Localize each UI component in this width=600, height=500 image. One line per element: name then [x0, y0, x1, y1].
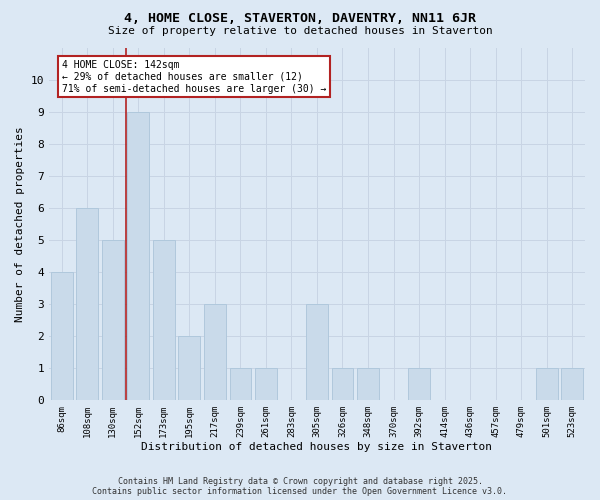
Bar: [408, 368, 430, 400]
Text: Size of property relative to detached houses in Staverton: Size of property relative to detached ho…: [107, 26, 493, 36]
X-axis label: Distribution of detached houses by size in Staverton: Distribution of detached houses by size …: [142, 442, 493, 452]
Bar: [306, 304, 328, 400]
Text: 4 HOME CLOSE: 142sqm
← 29% of detached houses are smaller (12)
71% of semi-detac: 4 HOME CLOSE: 142sqm ← 29% of detached h…: [62, 60, 326, 94]
Bar: [153, 240, 175, 400]
Bar: [102, 240, 124, 400]
Bar: [357, 368, 379, 400]
Bar: [230, 368, 251, 400]
Bar: [536, 368, 557, 400]
Text: Contains HM Land Registry data © Crown copyright and database right 2025.
Contai: Contains HM Land Registry data © Crown c…: [92, 476, 508, 496]
Bar: [562, 368, 583, 400]
Bar: [204, 304, 226, 400]
Bar: [51, 272, 73, 400]
Bar: [76, 208, 98, 400]
Y-axis label: Number of detached properties: Number of detached properties: [15, 126, 25, 322]
Bar: [255, 368, 277, 400]
Bar: [332, 368, 353, 400]
Bar: [178, 336, 200, 400]
Text: 4, HOME CLOSE, STAVERTON, DAVENTRY, NN11 6JR: 4, HOME CLOSE, STAVERTON, DAVENTRY, NN11…: [124, 12, 476, 24]
Bar: [127, 112, 149, 400]
